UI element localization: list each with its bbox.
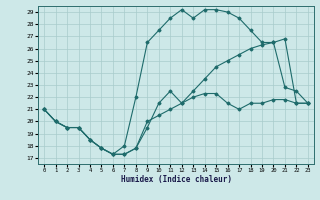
X-axis label: Humidex (Indice chaleur): Humidex (Indice chaleur) xyxy=(121,175,231,184)
